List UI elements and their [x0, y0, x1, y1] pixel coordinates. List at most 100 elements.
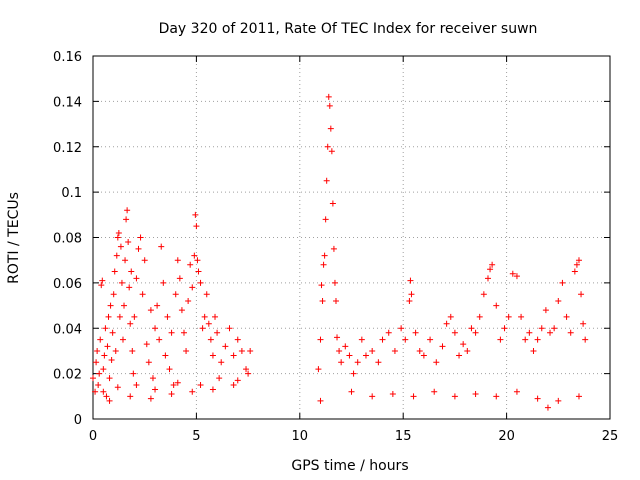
data-point-plus: [464, 347, 471, 354]
chart-title: Day 320 of 2011, Rate Of TEC Index for r…: [159, 21, 538, 37]
y-tick-label: 0.16: [53, 50, 82, 65]
data-point-plus: [100, 366, 107, 373]
data-point-plus: [362, 352, 369, 359]
data-point-plus: [133, 381, 140, 388]
data-point-plus: [385, 329, 392, 336]
data-point-plus: [563, 313, 570, 320]
y-tick-label: 0.08: [53, 232, 82, 247]
x-tick-label: 25: [602, 429, 619, 444]
data-point-plus: [124, 207, 131, 214]
data-point-plus: [534, 336, 541, 343]
data-point-plus: [125, 239, 132, 246]
data-point-plus: [472, 391, 479, 398]
data-point-plus: [90, 375, 96, 382]
data-point-plus: [209, 386, 216, 393]
data-point-plus: [247, 347, 254, 354]
data-point-plus: [105, 313, 112, 320]
y-tick-label: 0.12: [53, 141, 82, 156]
data-point-plus: [106, 375, 113, 382]
data-point-plus: [375, 359, 382, 366]
data-point-plus: [93, 359, 100, 366]
data-point-plus: [497, 336, 504, 343]
data-point-plus: [111, 268, 118, 275]
data-point-plus: [369, 347, 376, 354]
data-point-plus: [476, 313, 483, 320]
data-point-plus: [460, 341, 467, 348]
x-axis: 0 5 10 15 20 25: [89, 56, 618, 444]
data-point-plus: [245, 370, 252, 377]
data-point-plus: [129, 347, 136, 354]
data-point-plus: [324, 143, 331, 150]
data-point-plus: [121, 302, 128, 309]
data-point-plus: [92, 388, 99, 395]
data-point-plus: [164, 313, 171, 320]
data-point-plus: [443, 320, 450, 327]
data-point-plus: [222, 343, 229, 350]
data-point-plus: [329, 200, 336, 207]
data-point-plus: [336, 347, 343, 354]
data-point-plus: [230, 381, 237, 388]
y-axis: 0 0.02 0.04 0.06 0.08 0.1 0.12 0.14 0.16: [53, 50, 610, 428]
data-point-plus: [162, 352, 169, 359]
data-point-plus: [189, 388, 196, 395]
data-point-plus: [420, 352, 427, 359]
data-point-plus: [187, 261, 194, 268]
data-point-plus: [407, 277, 414, 284]
data-point-plus: [559, 279, 566, 286]
data-point-plus: [166, 366, 173, 373]
data-point-plus: [534, 395, 541, 402]
data-point-plus: [98, 282, 105, 289]
data-point-plus: [137, 234, 144, 241]
data-point-plus: [354, 359, 361, 366]
data-point-plus: [398, 325, 405, 332]
data-points: [90, 93, 589, 411]
data-point-plus: [126, 284, 133, 291]
data-point-plus: [127, 393, 134, 400]
data-point-plus: [109, 329, 116, 336]
data-point-plus: [346, 352, 353, 359]
data-point-plus: [197, 381, 204, 388]
data-point-plus: [97, 336, 104, 343]
data-point-plus: [567, 329, 574, 336]
data-point-plus: [118, 279, 125, 286]
data-point-plus: [439, 343, 446, 350]
data-point-plus: [139, 291, 146, 298]
x-axis-title: GPS time / hours: [291, 458, 408, 474]
data-point-plus: [99, 277, 106, 284]
data-point-plus: [152, 325, 159, 332]
data-point-plus: [128, 268, 135, 275]
data-point-plus: [493, 393, 500, 400]
data-point-plus: [468, 325, 475, 332]
data-point-plus: [101, 352, 108, 359]
data-point-plus: [116, 313, 123, 320]
data-point-plus: [160, 279, 167, 286]
data-point-plus: [195, 268, 202, 275]
data-point-plus: [141, 257, 148, 264]
data-point-plus: [110, 291, 117, 298]
data-point-plus: [571, 268, 578, 275]
data-point-plus: [447, 313, 454, 320]
data-point-plus: [334, 334, 341, 341]
data-point-plus: [573, 261, 580, 268]
data-point-plus: [170, 381, 177, 388]
data-point-plus: [330, 245, 337, 252]
y-tick-label: 0.14: [53, 95, 82, 110]
data-point-plus: [505, 313, 512, 320]
data-point-plus: [433, 359, 440, 366]
data-point-plus: [332, 298, 339, 305]
data-point-plus: [130, 370, 137, 377]
data-point-plus: [578, 291, 585, 298]
data-point-plus: [143, 341, 150, 348]
data-point-plus: [102, 325, 109, 332]
data-point-plus: [489, 261, 496, 268]
x-tick-label: 10: [292, 429, 309, 444]
data-point-plus: [509, 270, 516, 277]
data-point-plus: [156, 336, 163, 343]
data-point-plus: [207, 336, 214, 343]
y-tick-label: 0.06: [53, 277, 82, 292]
data-point-plus: [342, 343, 349, 350]
data-point-plus: [331, 279, 338, 286]
data-point-plus: [168, 391, 175, 398]
data-point-plus: [408, 291, 415, 298]
data-point-plus: [117, 243, 124, 250]
